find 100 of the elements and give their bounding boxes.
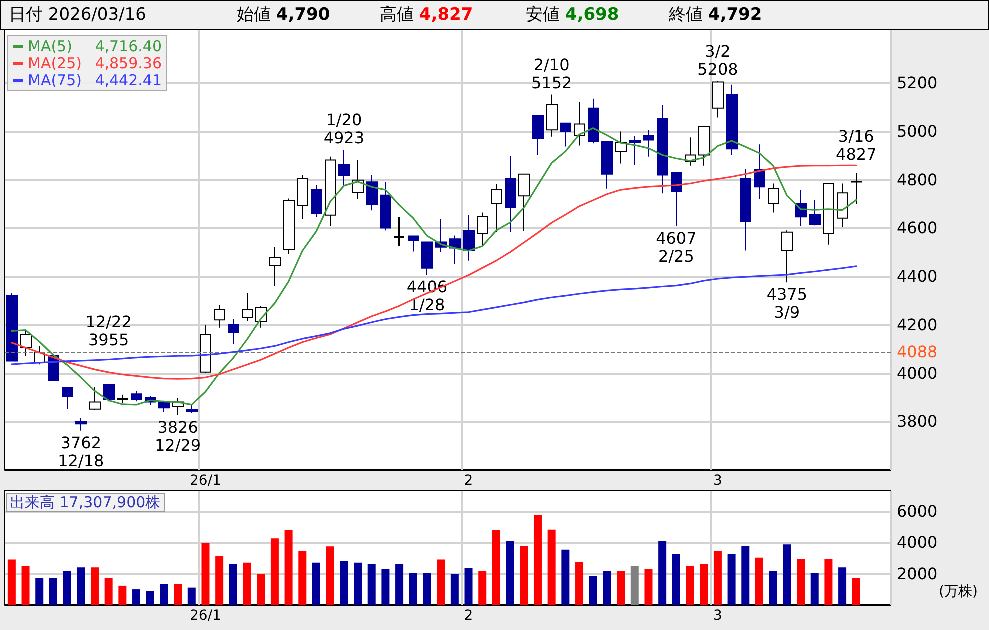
candlestick <box>588 98 599 144</box>
candlestick <box>283 198 295 255</box>
bar <box>90 568 99 605</box>
bar <box>326 546 334 605</box>
bar <box>852 578 860 605</box>
candlestick <box>463 214 475 262</box>
candlestick <box>615 131 627 164</box>
y-tick-label: 2000 <box>897 564 938 584</box>
candlestick <box>671 172 682 228</box>
candlestick <box>851 172 862 206</box>
bar <box>229 564 238 605</box>
bar <box>284 530 293 605</box>
candlestick <box>657 104 668 194</box>
line-series <box>11 164 858 380</box>
bar <box>423 572 432 605</box>
candlestick <box>117 394 128 404</box>
annotation: 12/22 3955 <box>86 312 132 350</box>
candlestick <box>768 183 779 214</box>
annotation: 4375 3/9 <box>766 285 808 322</box>
candlestick <box>698 126 710 166</box>
bar <box>548 530 556 605</box>
bar <box>382 570 390 605</box>
candlestick <box>518 174 530 232</box>
candlestick <box>560 122 571 148</box>
x-tick-label: 26/1 <box>190 608 222 624</box>
candlestick <box>809 200 821 226</box>
bar <box>396 564 404 605</box>
bar <box>700 564 708 605</box>
bar <box>492 530 500 605</box>
line-series <box>11 266 858 366</box>
candlestick <box>297 174 308 220</box>
y-tick-label: 4600 <box>897 218 938 238</box>
bar <box>617 570 626 605</box>
bar <box>160 584 168 605</box>
bar <box>188 588 196 605</box>
bar <box>534 515 542 605</box>
bar <box>8 560 16 605</box>
bar <box>257 574 266 605</box>
bar <box>202 543 210 605</box>
candlestick <box>20 329 32 357</box>
bar <box>104 578 113 605</box>
candlestick <box>325 156 336 227</box>
candlestick <box>103 384 115 402</box>
candlestick <box>601 141 613 190</box>
bar <box>686 566 694 605</box>
bar <box>450 574 459 605</box>
candlestick <box>712 80 724 118</box>
x-tick-label: 3 <box>713 608 722 624</box>
ref-line-label: 4088 <box>897 342 938 362</box>
bar <box>562 550 570 605</box>
bar <box>354 562 362 605</box>
candlestick <box>394 216 406 248</box>
bar <box>576 562 584 605</box>
bar <box>506 541 514 605</box>
bar <box>742 546 750 605</box>
candlestick <box>186 404 198 414</box>
bar <box>270 538 279 605</box>
candlestick <box>89 386 101 411</box>
candlestick <box>505 156 516 233</box>
x-tick-label: 2 <box>464 473 474 489</box>
annotation: 3762 12/18 <box>58 433 104 470</box>
candlestick <box>131 390 142 402</box>
candlestick <box>546 94 558 138</box>
bar <box>714 551 722 605</box>
bar <box>132 590 141 605</box>
x-tick-label: 3 <box>713 473 722 489</box>
candlestick <box>532 115 544 156</box>
y-tick-label: 6000 <box>897 502 938 521</box>
candlestick <box>62 387 73 410</box>
candlestick <box>837 183 848 228</box>
bar <box>769 570 778 605</box>
candlestick <box>338 150 350 186</box>
bar <box>728 554 736 605</box>
candlestick <box>158 400 170 413</box>
bar <box>824 559 833 605</box>
bar <box>464 568 473 605</box>
text: 始値 4,790 <box>237 5 330 25</box>
bar <box>298 551 307 605</box>
text: 安値 4,698 <box>526 5 620 25</box>
bar <box>838 568 847 605</box>
candlestick <box>740 168 751 252</box>
bar <box>478 571 487 605</box>
bar <box>603 570 612 605</box>
bar <box>783 544 792 605</box>
candlestick <box>754 144 765 200</box>
bar <box>63 570 72 605</box>
candlestick <box>574 102 585 146</box>
bar <box>146 591 154 605</box>
legend-label: MA(25) 4,859.36 <box>28 54 162 72</box>
candlestick <box>269 246 281 287</box>
candlestick <box>75 418 87 432</box>
bar <box>644 570 653 605</box>
y-axis-title: (万株) <box>939 584 978 600</box>
y-tick-label: 4000 <box>897 533 938 552</box>
candlestick <box>380 182 391 232</box>
annotation: 3826 12/29 <box>154 418 202 455</box>
candlestick <box>726 84 738 156</box>
bar <box>672 554 680 605</box>
candlestick <box>242 293 253 322</box>
text: 終値 4,792 <box>669 5 762 25</box>
